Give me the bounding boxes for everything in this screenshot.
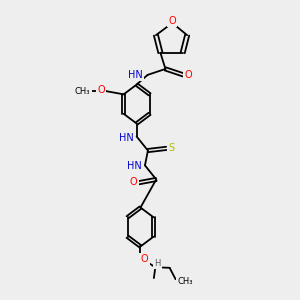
Text: HN: HN xyxy=(128,70,143,80)
Text: O: O xyxy=(97,85,105,95)
Text: CH₃: CH₃ xyxy=(177,278,193,286)
Text: O: O xyxy=(185,70,193,80)
Text: O: O xyxy=(169,16,176,26)
Text: HN: HN xyxy=(119,133,134,142)
Text: CH₃: CH₃ xyxy=(75,87,90,96)
Text: H: H xyxy=(154,259,160,268)
Text: HN: HN xyxy=(127,161,141,171)
Text: S: S xyxy=(169,143,175,153)
Text: O: O xyxy=(141,254,148,264)
Text: O: O xyxy=(130,177,137,187)
